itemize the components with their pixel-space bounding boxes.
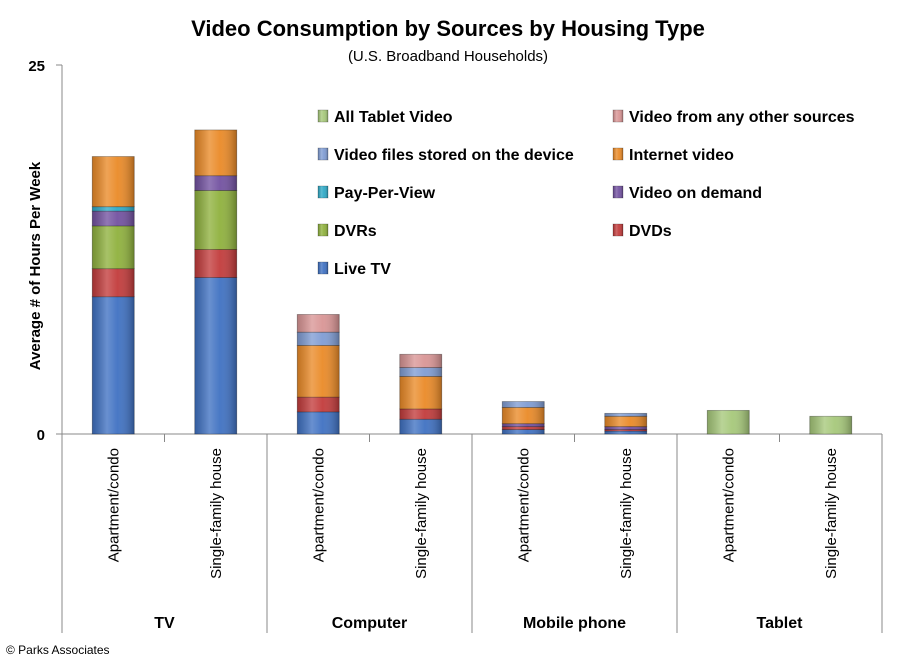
bar-segment-shade — [604, 431, 647, 434]
bar-segment-shade — [604, 416, 647, 427]
legend-swatch-shade — [613, 110, 623, 122]
category-label: Single-family house — [618, 448, 635, 579]
legend-label: Pay-Per-View — [334, 185, 436, 202]
legend-label: DVRs — [334, 223, 377, 240]
bar-segment-shade — [502, 429, 545, 434]
bar-segment-shade — [92, 268, 135, 297]
legend-label: Internet video — [629, 147, 734, 164]
bar-segment-shade — [399, 419, 442, 434]
bar-segment-shade — [194, 249, 237, 278]
legend-swatch-shade — [318, 186, 328, 198]
bar-segment-shade — [297, 314, 340, 333]
bar-segment-shade — [604, 429, 647, 432]
legend-label: Video on demand — [629, 185, 762, 202]
copyright-credit: © Parks Associates — [6, 643, 110, 657]
legend-swatch-shade — [613, 224, 623, 236]
legend: All Tablet Video Video from any other sou… — [317, 109, 855, 278]
bar-segment-shade — [399, 408, 442, 420]
category-labels: Apartment/condo Single-family house Apartm… — [105, 448, 840, 579]
bar-segment-shade — [194, 175, 237, 191]
bar-segment-shade — [194, 129, 237, 176]
bar-segment-shade — [297, 332, 340, 346]
category-label: Apartment/condo — [515, 448, 532, 562]
legend-swatch-shade — [318, 262, 328, 274]
group-label: TV — [154, 615, 175, 632]
category-label: Single-family house — [413, 448, 430, 579]
bar-segment-shade — [297, 397, 340, 412]
group-label: Tablet — [757, 615, 804, 632]
bar-segment-shade — [502, 401, 545, 408]
y-tick-label-min: 0 — [37, 427, 45, 444]
bar-segment-shade — [92, 156, 135, 207]
bar-segment-shade — [707, 410, 750, 434]
bar-segment-shade — [502, 407, 545, 424]
chart-subtitle: (U.S. Broadband Households) — [348, 48, 548, 65]
bar-segment-shade — [502, 426, 545, 430]
y-axis-label: Average # of Hours Per Week — [27, 161, 44, 370]
bar-segment-shade — [194, 190, 237, 250]
legend-label: Video from any other sources — [629, 109, 855, 126]
bar-segment-shade — [194, 277, 237, 434]
category-label: Apartment/condo — [105, 448, 122, 562]
bar-segment-shade — [297, 345, 340, 398]
bar-segment-shade — [809, 416, 852, 434]
bar-series — [91, 129, 853, 435]
bar-segment-shade — [399, 376, 442, 409]
legend-label: All Tablet Video — [334, 109, 453, 126]
category-label: Single-family house — [208, 448, 225, 579]
bar-segment-shade — [92, 206, 135, 212]
bar-segment-shade — [92, 296, 135, 434]
legend-swatch-shade — [318, 224, 328, 236]
bar-segment-shade — [297, 411, 340, 434]
bar-segment-shade — [604, 426, 647, 430]
bar-segment-shade — [92, 211, 135, 226]
legend-swatch-shade — [318, 148, 328, 160]
legend-swatch-shade — [613, 148, 623, 160]
category-label: Single-family house — [823, 448, 840, 579]
legend-swatch-shade — [613, 186, 623, 198]
group-labels: TV Computer Mobile phone Tablet — [154, 615, 803, 632]
legend-label: Video files stored on the device — [334, 147, 574, 164]
bar-segment-shade — [604, 413, 647, 417]
group-label: Computer — [332, 615, 408, 632]
legend-label: DVDs — [629, 223, 672, 240]
bar-segment-shade — [399, 367, 442, 377]
bar-segment-shade — [502, 423, 545, 427]
legend-swatch-shade — [318, 110, 328, 122]
legend-label: Live TV — [334, 261, 391, 278]
category-label: Apartment/condo — [720, 448, 737, 562]
group-label: Mobile phone — [523, 615, 626, 632]
category-label: Apartment/condo — [310, 448, 327, 562]
bar-segment-shade — [92, 225, 135, 269]
bar-segment-shade — [399, 354, 442, 368]
chart-title: Video Consumption by Sources by Housing … — [191, 16, 705, 41]
y-tick-label-max: 25 — [28, 58, 45, 75]
